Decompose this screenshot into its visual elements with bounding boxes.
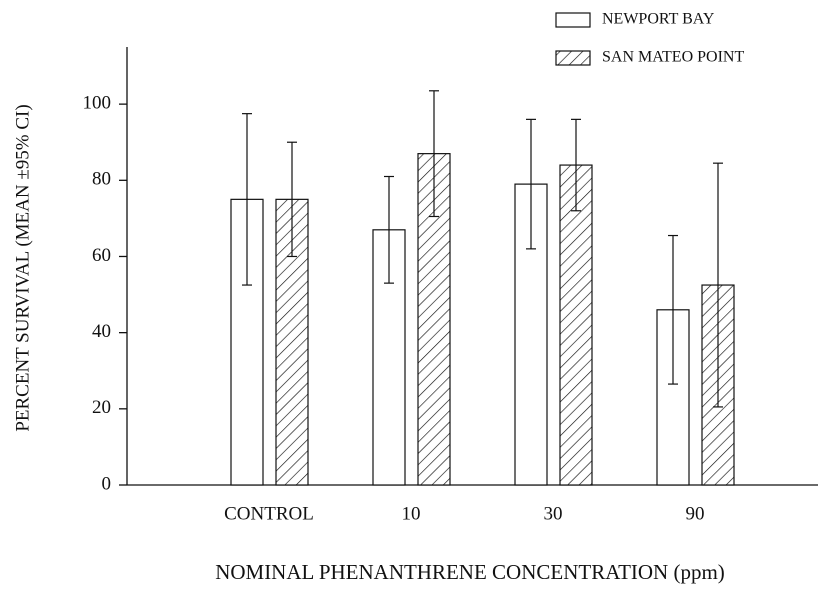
y-tick-label: 100: [83, 92, 112, 113]
bar: [514, 183, 548, 486]
y-tick-label: 40: [92, 321, 111, 342]
y-axis-label: PERCENT SURVIVAL (MEAN ±95% CI): [12, 104, 33, 431]
y-tick-label: 20: [92, 397, 111, 418]
y-tick-label: 60: [92, 245, 111, 266]
x-tick-label: CONTROL: [224, 503, 314, 524]
x-tick-label: 90: [686, 503, 705, 524]
legend-swatch: [555, 50, 591, 66]
x-axis-label: NOMINAL PHENANTHRENE CONCENTRATION (ppm): [215, 560, 725, 584]
bar: [559, 164, 593, 486]
legend-label: NEWPORT BAY: [602, 11, 715, 28]
legend-swatch: [555, 12, 591, 28]
x-tick-label: 10: [402, 503, 421, 524]
y-tick-label: 0: [102, 473, 112, 494]
y-tick-label: 80: [92, 169, 111, 190]
x-tick-label: 30: [544, 503, 563, 524]
legend-label: SAN MATEO POINT: [602, 49, 744, 66]
